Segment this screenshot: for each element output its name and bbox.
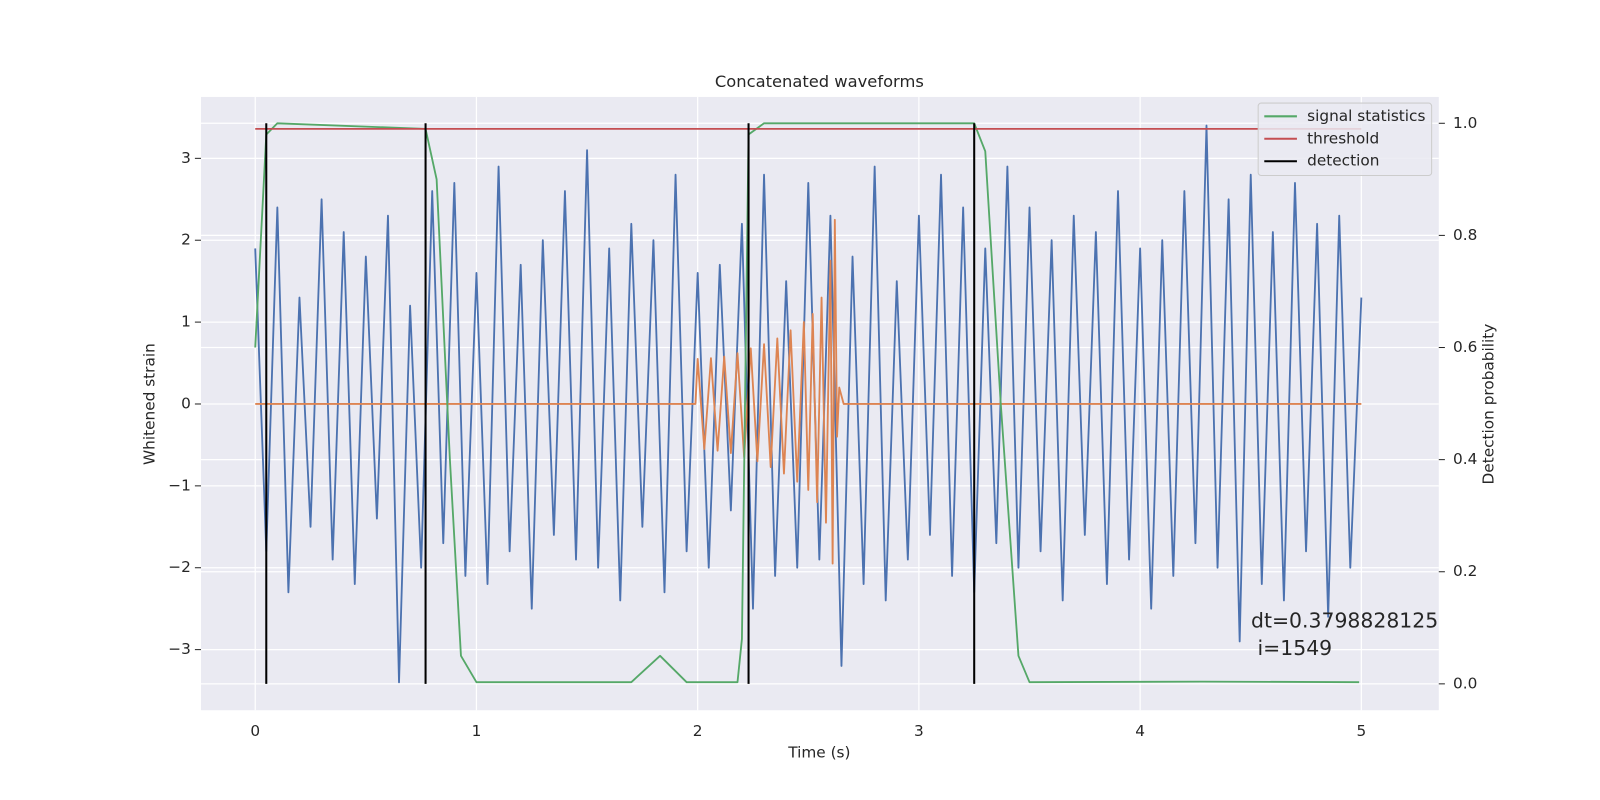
y2-tick-label: 0.4 bbox=[1453, 450, 1477, 468]
y-tick-label: −3 bbox=[168, 640, 191, 658]
y-tick-label: 0 bbox=[181, 394, 191, 412]
annotation: i=1549 bbox=[1251, 636, 1332, 660]
x-tick-label: 2 bbox=[693, 722, 703, 740]
y-tick-label: 1 bbox=[181, 313, 191, 331]
y-tick-label: −2 bbox=[168, 558, 191, 576]
x-axis-label: Time (s) bbox=[787, 744, 850, 762]
legend-box bbox=[1257, 102, 1433, 177]
legend-label: threshold bbox=[1307, 129, 1379, 147]
y2-axis-label: Detection probability bbox=[1479, 324, 1497, 485]
x-tick-label: 4 bbox=[1135, 722, 1145, 740]
series-line bbox=[255, 218, 1362, 565]
y2-tick-label: 0.6 bbox=[1453, 338, 1477, 356]
y2-tick-label: 1.0 bbox=[1453, 114, 1477, 132]
y2-tick-label: 0.0 bbox=[1453, 674, 1477, 692]
x-tick-label: 3 bbox=[914, 722, 924, 740]
series-line bbox=[254, 122, 1360, 684]
series-line bbox=[254, 124, 1363, 684]
y2-tick-label: 0.8 bbox=[1453, 226, 1477, 244]
legend-label: signal statistics bbox=[1307, 107, 1425, 125]
y2-tick-label: 0.2 bbox=[1453, 562, 1477, 580]
y-tick-label: −1 bbox=[168, 476, 191, 494]
y-tick-label: 2 bbox=[181, 231, 191, 249]
y-axis-label: Whitened strain bbox=[141, 343, 159, 465]
chart-title: Concatenated waveforms bbox=[715, 72, 924, 91]
y-tick-label: 3 bbox=[181, 149, 191, 167]
x-tick-label: 0 bbox=[250, 722, 260, 740]
x-tick-label: 1 bbox=[472, 722, 482, 740]
annotation: dt=0.3798828125 bbox=[1251, 608, 1438, 632]
x-tick-label: 5 bbox=[1356, 722, 1366, 740]
legend-label: detection bbox=[1307, 152, 1379, 170]
